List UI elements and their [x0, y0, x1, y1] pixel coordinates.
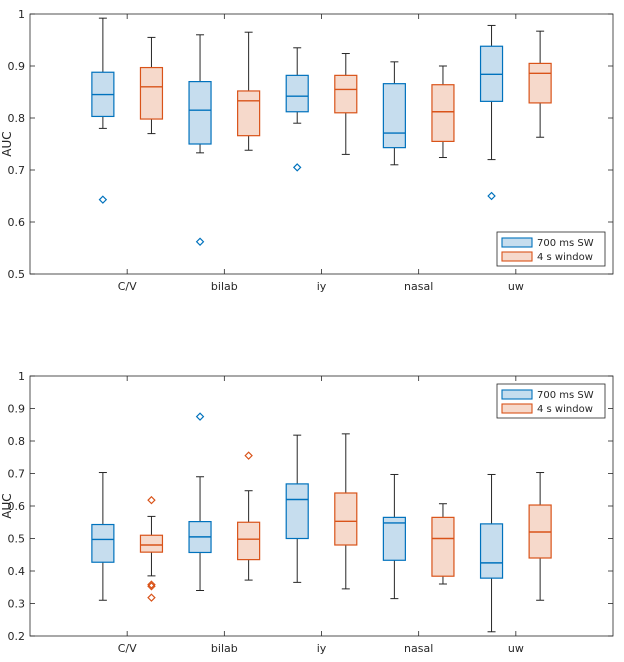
box: [237, 90, 261, 137]
legend-swatch: [501, 403, 533, 414]
box: [334, 74, 358, 114]
x-tick-label: uw: [508, 280, 524, 293]
y-tick-label: 0.9: [8, 403, 26, 416]
x-tick-label: C/V: [118, 280, 137, 293]
legend: 700 ms SW 4 s window: [496, 383, 606, 419]
x-tick-label: uw: [508, 642, 524, 655]
legend-swatch: [501, 251, 533, 262]
y-tick-label: 1: [18, 8, 25, 21]
outlier-marker: [147, 495, 156, 505]
y-tick-label: 0.8: [8, 435, 26, 448]
x-tick-label: nasal: [404, 642, 433, 655]
box: [431, 516, 455, 577]
box: [139, 534, 164, 553]
legend: 700 ms SW 4 s window: [496, 231, 606, 267]
y-axis-title: AUC: [0, 493, 14, 518]
legend-label: 4 s window: [537, 404, 593, 415]
y-tick-label: 0.5: [8, 268, 26, 281]
outlier-marker: [147, 582, 156, 591]
y-tick-label: 1: [18, 370, 25, 383]
box: [334, 492, 358, 546]
outlier-marker: [98, 195, 108, 204]
box: [188, 80, 212, 145]
bottom-boxplot-panel: 0.2 0.3 0.4 0.5 0.6 0.7 0.8 0.9 1 AUC C/V bilab iy na…: [0, 370, 614, 655]
legend-label: 700 ms SW: [537, 238, 594, 249]
outlier-marker: [487, 191, 496, 201]
y-tick-label: 0.7: [8, 164, 26, 177]
box: [382, 83, 406, 149]
box: [431, 84, 455, 143]
y-tick-label: 0.8: [8, 112, 26, 125]
box: [139, 66, 164, 120]
box: [285, 483, 309, 540]
y-tick-label: 0.7: [8, 468, 26, 481]
x-tick-label: bilab: [211, 280, 238, 293]
box: [91, 523, 115, 563]
y-tick-label: 0.6: [8, 216, 26, 229]
outlier-marker: [195, 237, 205, 247]
outlier-marker: [147, 593, 156, 602]
x-tick-label: iy: [317, 280, 327, 293]
y-tick-label: 0.5: [8, 533, 26, 546]
box: [382, 516, 406, 561]
y-axis-title: AUC: [0, 131, 14, 156]
x-tick-label: nasal: [404, 280, 433, 293]
box: [237, 521, 261, 561]
y-tick-label: 0.9: [8, 60, 26, 73]
legend-swatch: [501, 389, 533, 400]
outlier-marker: [147, 580, 156, 589]
box: [479, 523, 504, 579]
y-tick-label: 0.6: [8, 500, 26, 513]
plot-area: [29, 13, 614, 275]
y-tick-label: 0.3: [8, 598, 26, 611]
legend-label: 700 ms SW: [537, 390, 594, 401]
box: [285, 74, 309, 113]
y-tick-label: 0.2: [8, 630, 26, 643]
outlier-marker: [244, 451, 253, 460]
outlier-marker: [195, 412, 205, 421]
y-tick-label: 0.4: [8, 565, 26, 578]
x-tick-label: C/V: [118, 642, 137, 655]
outlier-marker: [292, 163, 302, 172]
box: [528, 62, 552, 104]
top-boxplot-panel: 0.5 0.6 0.7 0.8 0.9 1 AUC C/V bilab iy nasal uw 700 …: [0, 8, 614, 293]
legend-label: 4 s window: [537, 252, 593, 263]
legend-swatch: [501, 237, 533, 248]
x-tick-label: bilab: [211, 642, 238, 655]
x-tick-label: iy: [317, 642, 327, 655]
